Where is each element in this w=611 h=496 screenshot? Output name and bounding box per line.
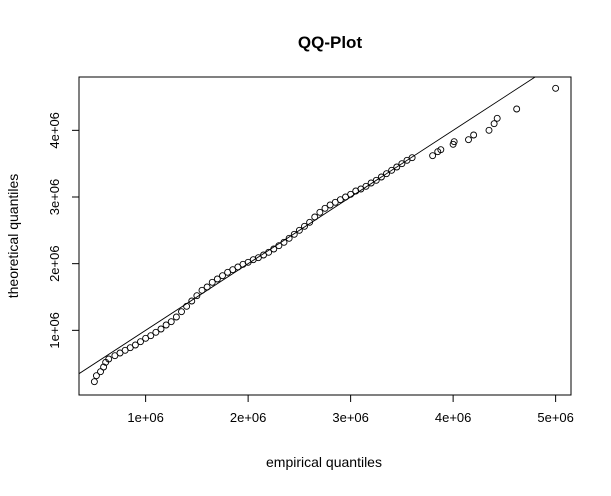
x-tick-label: 1e+06 bbox=[127, 410, 164, 425]
data-point bbox=[311, 213, 319, 221]
data-point bbox=[90, 378, 98, 386]
data-point bbox=[193, 292, 201, 300]
data-point bbox=[485, 126, 493, 134]
data-point bbox=[270, 245, 278, 253]
chart-title: QQ-Plot bbox=[298, 33, 363, 52]
data-point bbox=[347, 190, 355, 198]
data-point bbox=[465, 136, 472, 144]
data-point bbox=[172, 313, 180, 321]
data-point bbox=[208, 278, 216, 286]
data-point bbox=[470, 131, 478, 139]
data-point bbox=[275, 242, 283, 250]
x-tick-label: 2e+06 bbox=[230, 410, 267, 425]
reference-line bbox=[79, 77, 536, 375]
data-point bbox=[219, 272, 226, 280]
data-point bbox=[490, 120, 498, 128]
data-point bbox=[105, 355, 113, 363]
data-point bbox=[131, 341, 139, 349]
x-axis-label: empirical quantiles bbox=[266, 454, 382, 470]
data-point bbox=[388, 166, 396, 174]
data-point bbox=[383, 170, 390, 178]
data-point bbox=[429, 152, 437, 160]
data-point bbox=[316, 208, 324, 216]
data-point bbox=[393, 163, 401, 171]
data-point bbox=[306, 218, 314, 226]
data-point bbox=[450, 138, 458, 146]
data-point bbox=[265, 248, 273, 256]
data-point bbox=[183, 302, 191, 310]
data-point bbox=[178, 308, 185, 316]
data-point bbox=[147, 332, 155, 340]
y-tick-label: 2e+06 bbox=[47, 245, 62, 282]
data-point bbox=[321, 204, 329, 212]
x-tick-label: 5e+06 bbox=[537, 410, 574, 425]
data-point bbox=[437, 146, 445, 154]
x-tick-label: 4e+06 bbox=[435, 410, 472, 425]
data-point bbox=[285, 234, 293, 242]
data-point bbox=[152, 328, 160, 336]
data-point bbox=[301, 222, 308, 230]
data-point bbox=[97, 368, 104, 376]
data-point bbox=[290, 230, 298, 238]
y-tick-label: 1e+06 bbox=[47, 312, 62, 349]
data-point bbox=[372, 176, 380, 184]
data-point bbox=[408, 154, 416, 162]
y-axis-label: theoretical quantiles bbox=[5, 174, 21, 299]
data-point bbox=[203, 283, 211, 291]
data-point bbox=[167, 318, 175, 326]
data-point bbox=[92, 372, 100, 380]
data-point bbox=[198, 286, 206, 294]
data-point bbox=[398, 160, 406, 168]
data-point bbox=[162, 321, 170, 329]
x-tick-label: 3e+06 bbox=[332, 410, 369, 425]
data-point bbox=[213, 275, 221, 283]
data-point bbox=[188, 297, 196, 305]
y-tick-label: 4e+06 bbox=[47, 112, 62, 149]
data-point bbox=[513, 105, 521, 113]
data-point bbox=[295, 226, 303, 234]
data-point bbox=[100, 363, 108, 371]
data-point bbox=[137, 338, 144, 346]
data-point bbox=[280, 238, 288, 246]
data-point bbox=[493, 114, 501, 122]
data-point bbox=[157, 325, 165, 333]
data-point bbox=[377, 173, 385, 181]
data-point bbox=[552, 84, 560, 92]
y-tick-label: 3e+06 bbox=[47, 179, 62, 216]
data-point bbox=[362, 182, 370, 190]
